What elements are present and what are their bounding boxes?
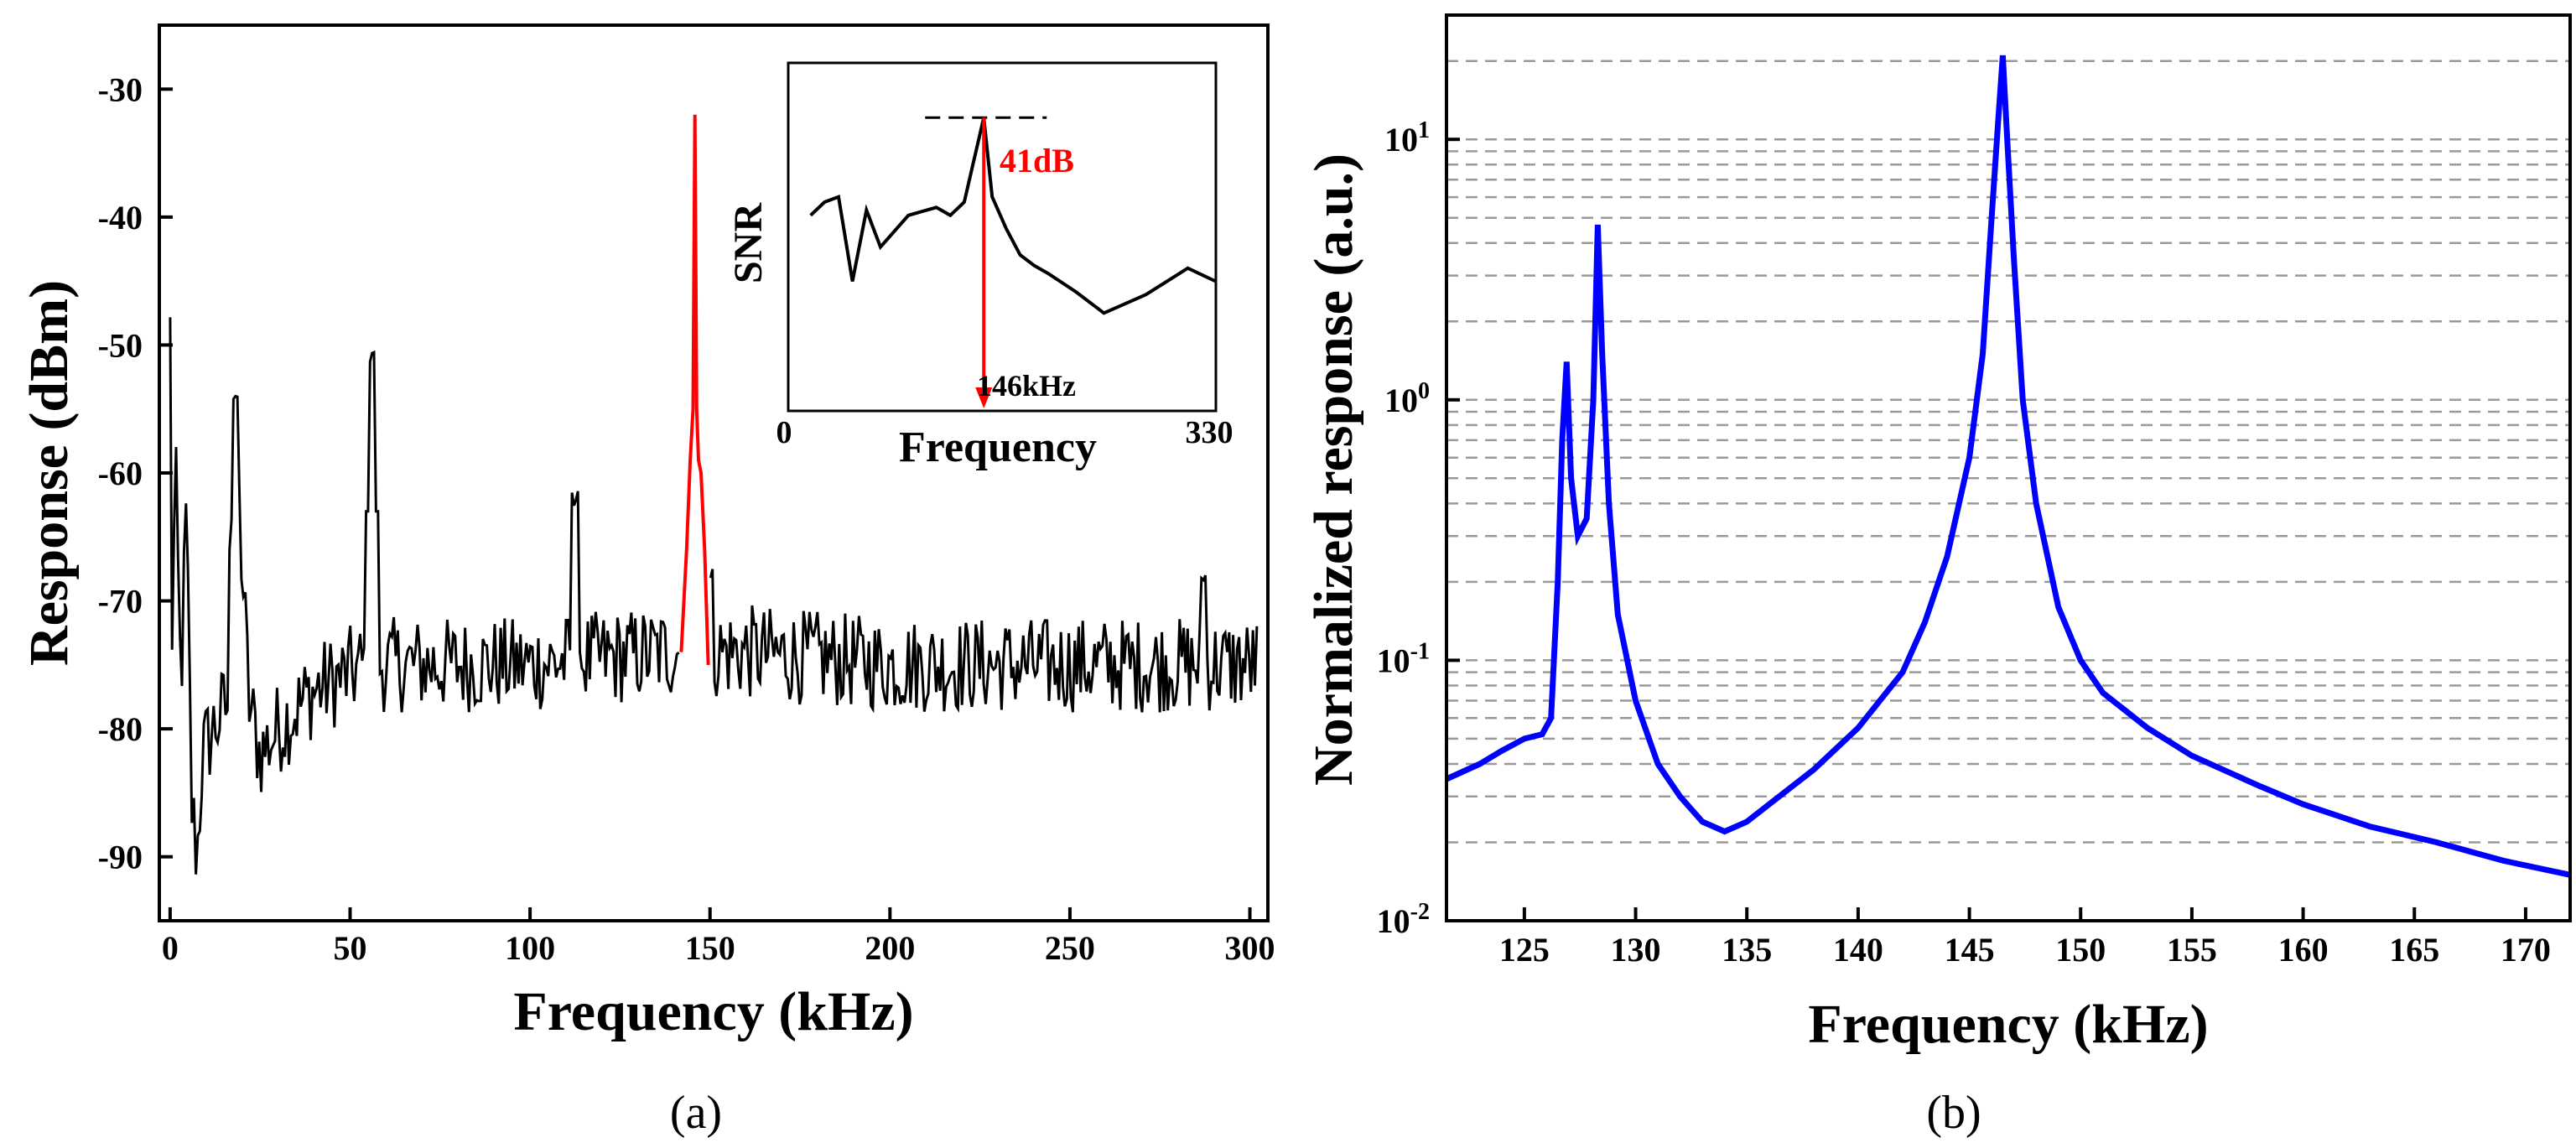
chart-b-xticks: 125 130 135 140 145 150 155 160 165 170 <box>1499 907 2551 969</box>
chart-b-ytick-label: 101 <box>1384 117 1430 158</box>
chart-b-ytick-label: 10-1 <box>1377 638 1430 679</box>
inset-xtick-330: 330 <box>1186 415 1233 450</box>
chart-a-ylabel: Response (dBm) <box>18 280 80 666</box>
inset-frame <box>787 61 1218 413</box>
inset-freq-label: 146kHz <box>977 369 1076 403</box>
chart-a-xtick-label: 200 <box>865 929 915 967</box>
inset-xlabel: Frequency <box>899 423 1097 471</box>
chart-b-ytick-label: 100 <box>1384 378 1430 419</box>
chart-a-resonance-peak <box>679 114 710 665</box>
chart-b-ytick-exp: 0 <box>1418 378 1430 404</box>
inset-red-arrowhead <box>975 387 993 408</box>
chart-a: -90 -80 -70 -60 -50 -40 -30 0 50 100 150 200 250 300… <box>18 23 1275 1139</box>
inset-xtick-0: 0 <box>776 415 792 450</box>
chart-b-frame <box>1445 13 2572 922</box>
chart-b-ylabel: Normalized response (a.u.) <box>1303 153 1364 786</box>
chart-a-ytick-label: -90 <box>98 839 143 876</box>
chart-b-ytick-base: 10 <box>1377 642 1410 679</box>
chart-b-xtick-label: 125 <box>1499 931 1550 969</box>
chart-b-xlabel: Frequency (kHz) <box>1808 994 2208 1055</box>
chart-a-ytick-label: -80 <box>98 710 143 748</box>
chart-a-yticks: -90 -80 -70 -60 -50 -40 -30 <box>98 70 173 876</box>
chart-b-ytick-base: 10 <box>1384 121 1418 158</box>
chart-b-ytick-label: 10-2 <box>1377 899 1430 940</box>
chart-a-xticks: 0 50 100 150 200 250 300 <box>162 907 1275 967</box>
chart-a-xtick-label: 50 <box>333 929 366 967</box>
chart-a-panel-label: (a) <box>670 1087 722 1139</box>
chart-b-ytick-base: 10 <box>1377 902 1410 940</box>
chart-b-xtick-label: 145 <box>1945 931 1995 969</box>
chart-a-xlabel: Frequency (kHz) <box>513 981 913 1042</box>
chart-a-ytick-label: -30 <box>98 70 143 108</box>
chart-a-ytick-label: -50 <box>98 326 143 364</box>
chart-b-xtick-label: 165 <box>2389 931 2439 969</box>
chart-a-xtick-label: 150 <box>685 929 735 967</box>
chart-b-xtick-label: 150 <box>2055 931 2106 969</box>
chart-b-xtick-label: 130 <box>1611 931 1661 969</box>
chart-a-noise <box>169 114 1259 875</box>
chart-a-ytick-label: -70 <box>98 583 143 621</box>
chart-b-ytick-exp: -1 <box>1410 638 1430 664</box>
chart-a-xtick-label: 0 <box>162 929 179 967</box>
chart-a-noise-left <box>169 317 680 875</box>
chart-b-xtick-label: 140 <box>1833 931 1883 969</box>
chart-a-xtick-label: 250 <box>1045 929 1095 967</box>
chart-a-noise-right <box>709 569 1259 714</box>
inset-ylabel: SNR <box>726 202 771 283</box>
chart-b-xtick-label: 160 <box>2278 931 2329 969</box>
chart-b-xtick-label: 135 <box>1722 931 1772 969</box>
chart-b-ytick-exp: -2 <box>1410 899 1430 925</box>
chart-b-ytick-base: 10 <box>1384 382 1418 419</box>
chart-a-inset: 41dB 146kHz 0 330 Frequency SNR <box>726 61 1233 471</box>
chart-a-xtick-label: 300 <box>1225 929 1275 967</box>
chart-a-xtick-label: 100 <box>505 929 555 967</box>
chart-b-ytick-exp: 1 <box>1418 117 1430 143</box>
chart-b-xtick-label: 170 <box>2501 931 2551 969</box>
chart-a-ytick-label: -40 <box>98 199 143 236</box>
chart-b-panel-label: (b) <box>1926 1087 1981 1139</box>
inset-peak-annotation: 41dB <box>1000 142 1074 179</box>
chart-b-xtick-label: 155 <box>2167 931 2217 969</box>
chart-b-curve <box>1445 55 2571 878</box>
chart-a-ytick-label: -60 <box>98 455 143 492</box>
